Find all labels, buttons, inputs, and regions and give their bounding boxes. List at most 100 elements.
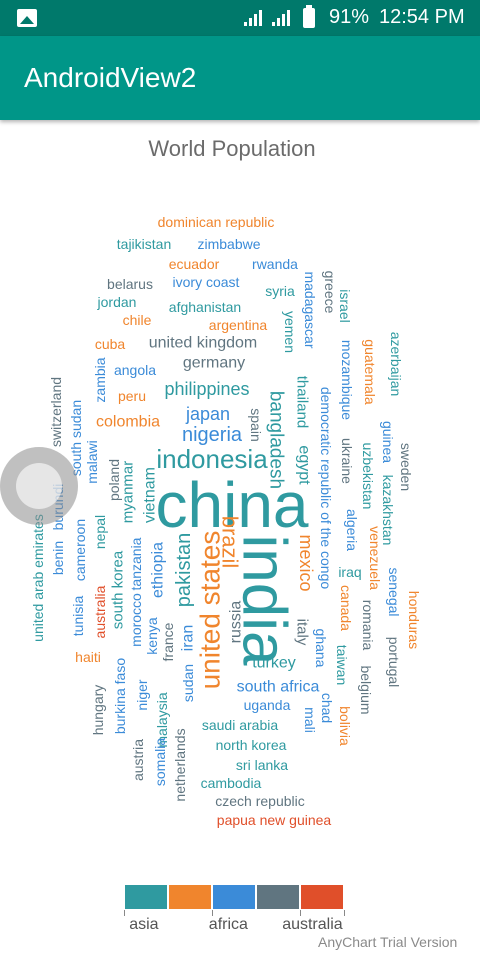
word-austria: austria: [130, 739, 146, 781]
word-china: china: [156, 469, 309, 541]
word-india: india: [230, 535, 299, 667]
signal-icon: [244, 10, 266, 26]
word-somalia: somalia: [152, 738, 168, 786]
word-benin: benin: [50, 541, 66, 575]
word-united-kingdom: united kingdom: [149, 335, 258, 352]
watermark: AnyChart Trial Version: [318, 934, 458, 950]
word-kazakhstan: kazakhstan: [380, 475, 396, 546]
word-burkina-faso: burkina faso: [112, 658, 128, 734]
battery-icon: [303, 5, 315, 28]
legend-tick: [300, 910, 301, 916]
word-kenya: kenya: [144, 617, 160, 655]
word-ivory-coast: ivory coast: [173, 274, 240, 290]
word-mali: mali: [302, 707, 318, 733]
word-israel: israel: [337, 289, 353, 322]
word-germany: germany: [183, 355, 245, 372]
word-syria: syria: [265, 283, 295, 299]
word-afghanistan: afghanistan: [169, 299, 241, 315]
word-nepal: nepal: [92, 515, 108, 549]
word-peru: peru: [118, 388, 146, 404]
word-ecuador: ecuador: [169, 256, 220, 272]
word-poland: poland: [106, 459, 122, 501]
battery-percent: 91%: [329, 6, 370, 28]
touch-indicator: [0, 447, 78, 525]
word-guinea: guinea: [380, 421, 396, 463]
word-mozambique: mozambique: [339, 340, 355, 420]
word-portugal: portugal: [386, 637, 402, 688]
legend-tick: [212, 910, 213, 916]
word-yemen: yemen: [282, 311, 298, 353]
word-malawi: malawi: [84, 440, 100, 484]
legend-label-asia: asia: [129, 916, 159, 933]
chart-title: World Population: [148, 136, 316, 161]
legend-tick: [124, 910, 125, 916]
word-north-korea: north korea: [216, 737, 287, 753]
word-haiti: haiti: [75, 649, 101, 665]
word-senegal: senegal: [386, 567, 402, 616]
app-title: AndroidView2: [24, 62, 197, 93]
word-argentina: argentina: [209, 317, 268, 333]
word-egypt: egypt: [296, 445, 313, 485]
word-united-states: united states: [195, 531, 226, 690]
word-czech-republic: czech republic: [215, 793, 305, 809]
word-venezuela: venezuela: [367, 526, 383, 590]
legend-swatch-asia: [124, 884, 168, 910]
word-indonesia: indonesia: [156, 444, 268, 474]
word-south-africa: south africa: [237, 679, 320, 696]
word-vietnam: vietnam: [142, 467, 159, 523]
legend-swatch-africa: [212, 884, 256, 910]
word-thailand: thailand: [294, 376, 311, 429]
word-niger: niger: [134, 679, 150, 710]
word-zimbabwe: zimbabwe: [197, 236, 260, 252]
word-canada: canada: [338, 585, 354, 631]
word-sudan: sudan: [180, 664, 196, 702]
word-cambodia: cambodia: [201, 775, 262, 791]
word-nigeria: nigeria: [182, 424, 243, 446]
word-pakistan: pakistan: [173, 533, 195, 608]
legend-swatch-north-america: [256, 884, 300, 910]
word-malaysia: malaysia: [154, 692, 170, 747]
word-tajikistan: tajikistan: [117, 236, 171, 252]
image-notification-icon: [17, 9, 37, 27]
word-ukraine: ukraine: [339, 438, 355, 484]
word-uzbekistan: uzbekistan: [360, 443, 376, 510]
app-bar: AndroidView2: [0, 36, 480, 120]
word-tunisia: tunisia: [70, 596, 86, 637]
signal-icon-2: [272, 10, 294, 26]
word-cameroon: cameroon: [72, 519, 88, 581]
word-hungary: hungary: [90, 685, 106, 736]
word-uganda: uganda: [244, 697, 291, 713]
word-democratic-republic-of-the-congo: democratic republic of the congo: [318, 387, 334, 590]
legend-swatch-europe: [168, 884, 212, 910]
word-cuba: cuba: [95, 336, 126, 352]
legend-label-australia: australia: [282, 916, 343, 933]
legend-swatch-australia: [300, 884, 344, 910]
legend-label-africa: africa: [208, 916, 248, 933]
word-ghana: ghana: [313, 629, 329, 668]
word-iran: iran: [180, 625, 197, 652]
word-spain: spain: [248, 408, 264, 441]
word-turkey: turkey: [252, 655, 296, 672]
word-saudi-arabia: saudi arabia: [202, 717, 278, 733]
word-sweden: sweden: [398, 443, 414, 491]
word-honduras: honduras: [406, 591, 422, 649]
word-jordan: jordan: [97, 294, 137, 310]
clock: 12:54 PM: [379, 6, 465, 28]
word-bangladesh: bangladesh: [266, 391, 287, 489]
word-chile: chile: [123, 312, 152, 328]
word-bolivia: bolivia: [337, 706, 353, 746]
word-algeria: algeria: [344, 509, 360, 551]
word-sri-lanka: sri lanka: [236, 757, 288, 773]
word-japan: japan: [185, 404, 230, 424]
word-brazil: brazil: [218, 516, 243, 569]
word-rwanda: rwanda: [252, 256, 298, 272]
word-belgium: belgium: [358, 665, 374, 714]
word-south-korea: south korea: [110, 550, 127, 629]
legend-tick: [344, 910, 345, 916]
word-france: france: [160, 622, 176, 661]
word-chad: chad: [319, 693, 335, 723]
word-papua-new-guinea: papua new guinea: [217, 812, 332, 828]
word-tanzania: tanzania: [128, 537, 144, 590]
word-dominican-republic: dominican republic: [158, 214, 275, 230]
